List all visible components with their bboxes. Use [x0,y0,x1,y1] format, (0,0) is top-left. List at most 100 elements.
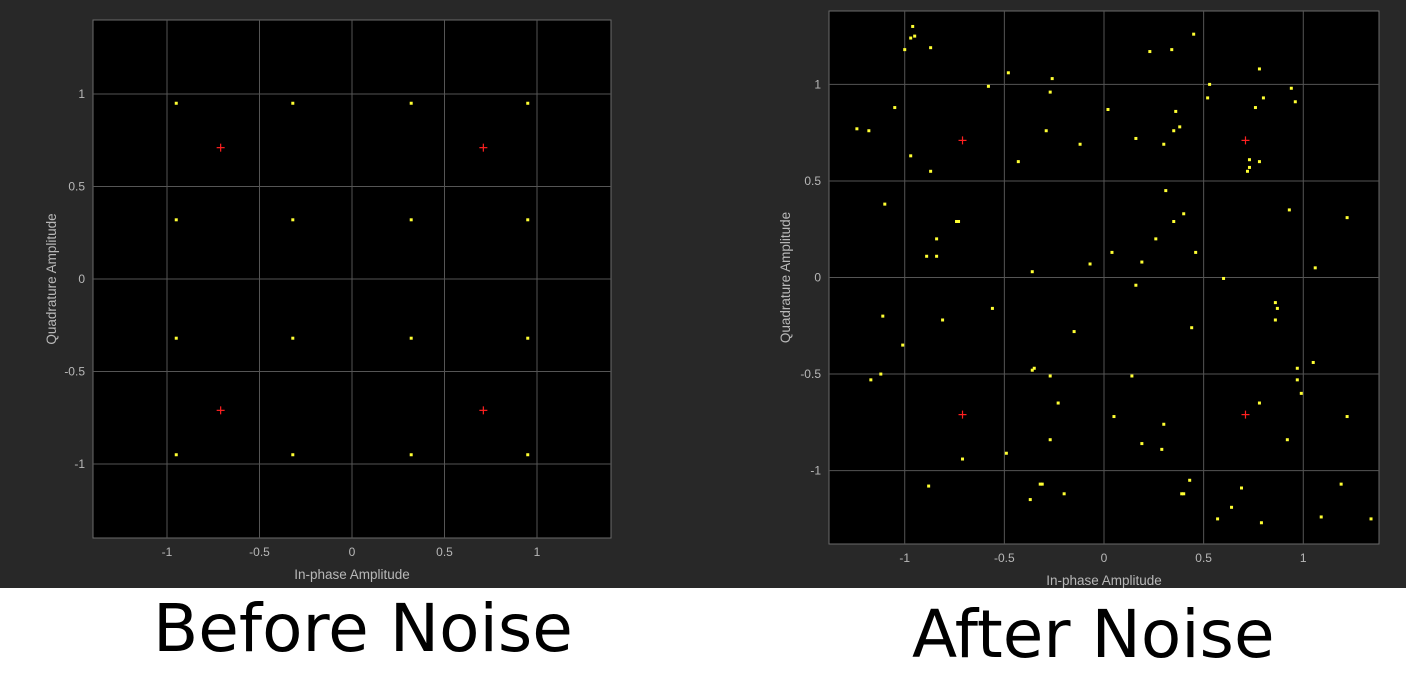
before-noise-chart: -1 -0.5 0 0.5 1 -1 -0.5 0 0.5 1 In-phase Amplitude… [44,19,612,582]
after-y-axis-label: Quadrature Amplitude [778,212,793,343]
before-symbol-point [174,101,178,105]
after-symbol-point [1180,492,1184,496]
after-symbol-point [929,169,933,173]
after-ytick-label: 0.5 [804,174,821,188]
after-symbol-point [1194,250,1198,254]
after-symbol-point [1182,212,1186,216]
after-symbol-point [1164,189,1168,193]
before-symbol-point [174,218,178,222]
after-xtick-label: 0.5 [1195,551,1212,565]
after-symbol-point [909,36,913,40]
before-symbol-point [291,336,295,340]
after-reference-marker [958,136,967,145]
after-symbol-point [881,314,885,318]
after-symbol-point [1275,306,1279,310]
after-symbol-point [1062,492,1066,496]
after-symbol-point [961,457,965,461]
before-symbol-point [291,453,295,457]
after-symbol-point [1030,368,1034,372]
after-symbol-point [1048,374,1052,378]
after-symbol-point [1048,438,1052,442]
before-symbol-point [409,453,413,457]
after-symbol-point [1257,67,1261,71]
before-reference-marker [216,143,225,152]
after-symbol-point [955,219,959,223]
before-symbol-point [409,218,413,222]
after-symbol-point [911,24,915,28]
after-symbol-point [1216,517,1220,521]
after-symbol-point [893,106,897,110]
before-symbol-point [291,101,295,105]
after-ytick-label: -1 [810,464,821,478]
after-symbol-point [1273,301,1277,305]
before-symbol-point [526,101,530,105]
before-xtick-label: 0 [349,545,356,559]
before-ytick-label: -1 [74,457,85,471]
after-symbol-point [1130,374,1134,378]
after-symbol-point [1222,276,1226,280]
before-reference-marker [479,406,488,415]
before-symbol-point [526,453,530,457]
after-symbol-point [909,154,913,158]
after-symbol-point [929,46,933,50]
after-symbol-point [1172,129,1176,133]
after-symbol-point [1040,482,1044,486]
after-ytick-label: 1 [814,77,821,91]
after-symbol-point [903,48,907,52]
before-ytick-label: 0 [78,272,85,286]
after-symbol-point [1345,216,1349,220]
after-xtick-label: 1 [1300,551,1307,565]
after-symbol-point [925,254,929,258]
after-symbol-point [1192,32,1196,36]
before-x-axis-label: In-phase Amplitude [294,567,410,582]
after-symbol-point [1273,318,1277,322]
after-symbol-point [1285,438,1289,442]
after-symbol-point [1112,415,1116,419]
after-symbol-point [1253,106,1257,110]
after-symbol-point [1319,515,1323,519]
after-symbol-point [1261,96,1265,100]
after-symbol-point [1257,160,1261,164]
after-symbol-point [1038,482,1042,486]
after-symbol-point [1162,142,1166,146]
after-symbol-point [1299,391,1303,395]
after-symbol-point [1289,86,1293,90]
before-xtick-label: 0.5 [436,545,453,559]
before-symbol-point [526,336,530,340]
after-symbol-point [1287,208,1291,212]
after-symbol-point [1295,366,1299,370]
before-symbol-point [291,218,295,222]
after-reference-marker [1241,136,1250,145]
before-ytick-label: 1 [78,87,85,101]
after-symbol-point [879,372,883,376]
after-ytick-label: 0 [814,271,821,285]
after-symbol-point [1140,260,1144,264]
before-symbol-point [174,336,178,340]
after-symbol-point [1257,401,1261,405]
before-ytick-label: -0.5 [64,365,85,379]
after-symbol-point [883,202,887,206]
after-reference-marker [958,410,967,419]
after-symbol-point [1259,521,1263,525]
after-symbol-point [1247,158,1251,162]
after-symbol-point [1174,109,1178,113]
after-symbol-point [1170,48,1174,52]
after-symbol-point [1078,142,1082,146]
after-symbol-point [1110,250,1114,254]
after-symbol-point [1056,401,1060,405]
after-symbol-point [935,237,939,241]
after-symbol-point [1004,451,1008,455]
after-symbol-point [1162,422,1166,426]
before-ytick-label: 0.5 [68,180,85,194]
before-reference-marker [479,143,488,152]
after-symbol-point [935,254,939,258]
after-symbol-point [986,84,990,88]
after-ytick-label: -0.5 [800,367,821,381]
after-symbol-point [1154,237,1158,241]
before-symbol-point [174,453,178,457]
after-x-axis-label: In-phase Amplitude [1046,573,1162,588]
before-reference-marker [216,406,225,415]
after-symbol-point [869,378,873,382]
after-symbol-point [1134,136,1138,140]
after-symbol-point [855,127,859,131]
